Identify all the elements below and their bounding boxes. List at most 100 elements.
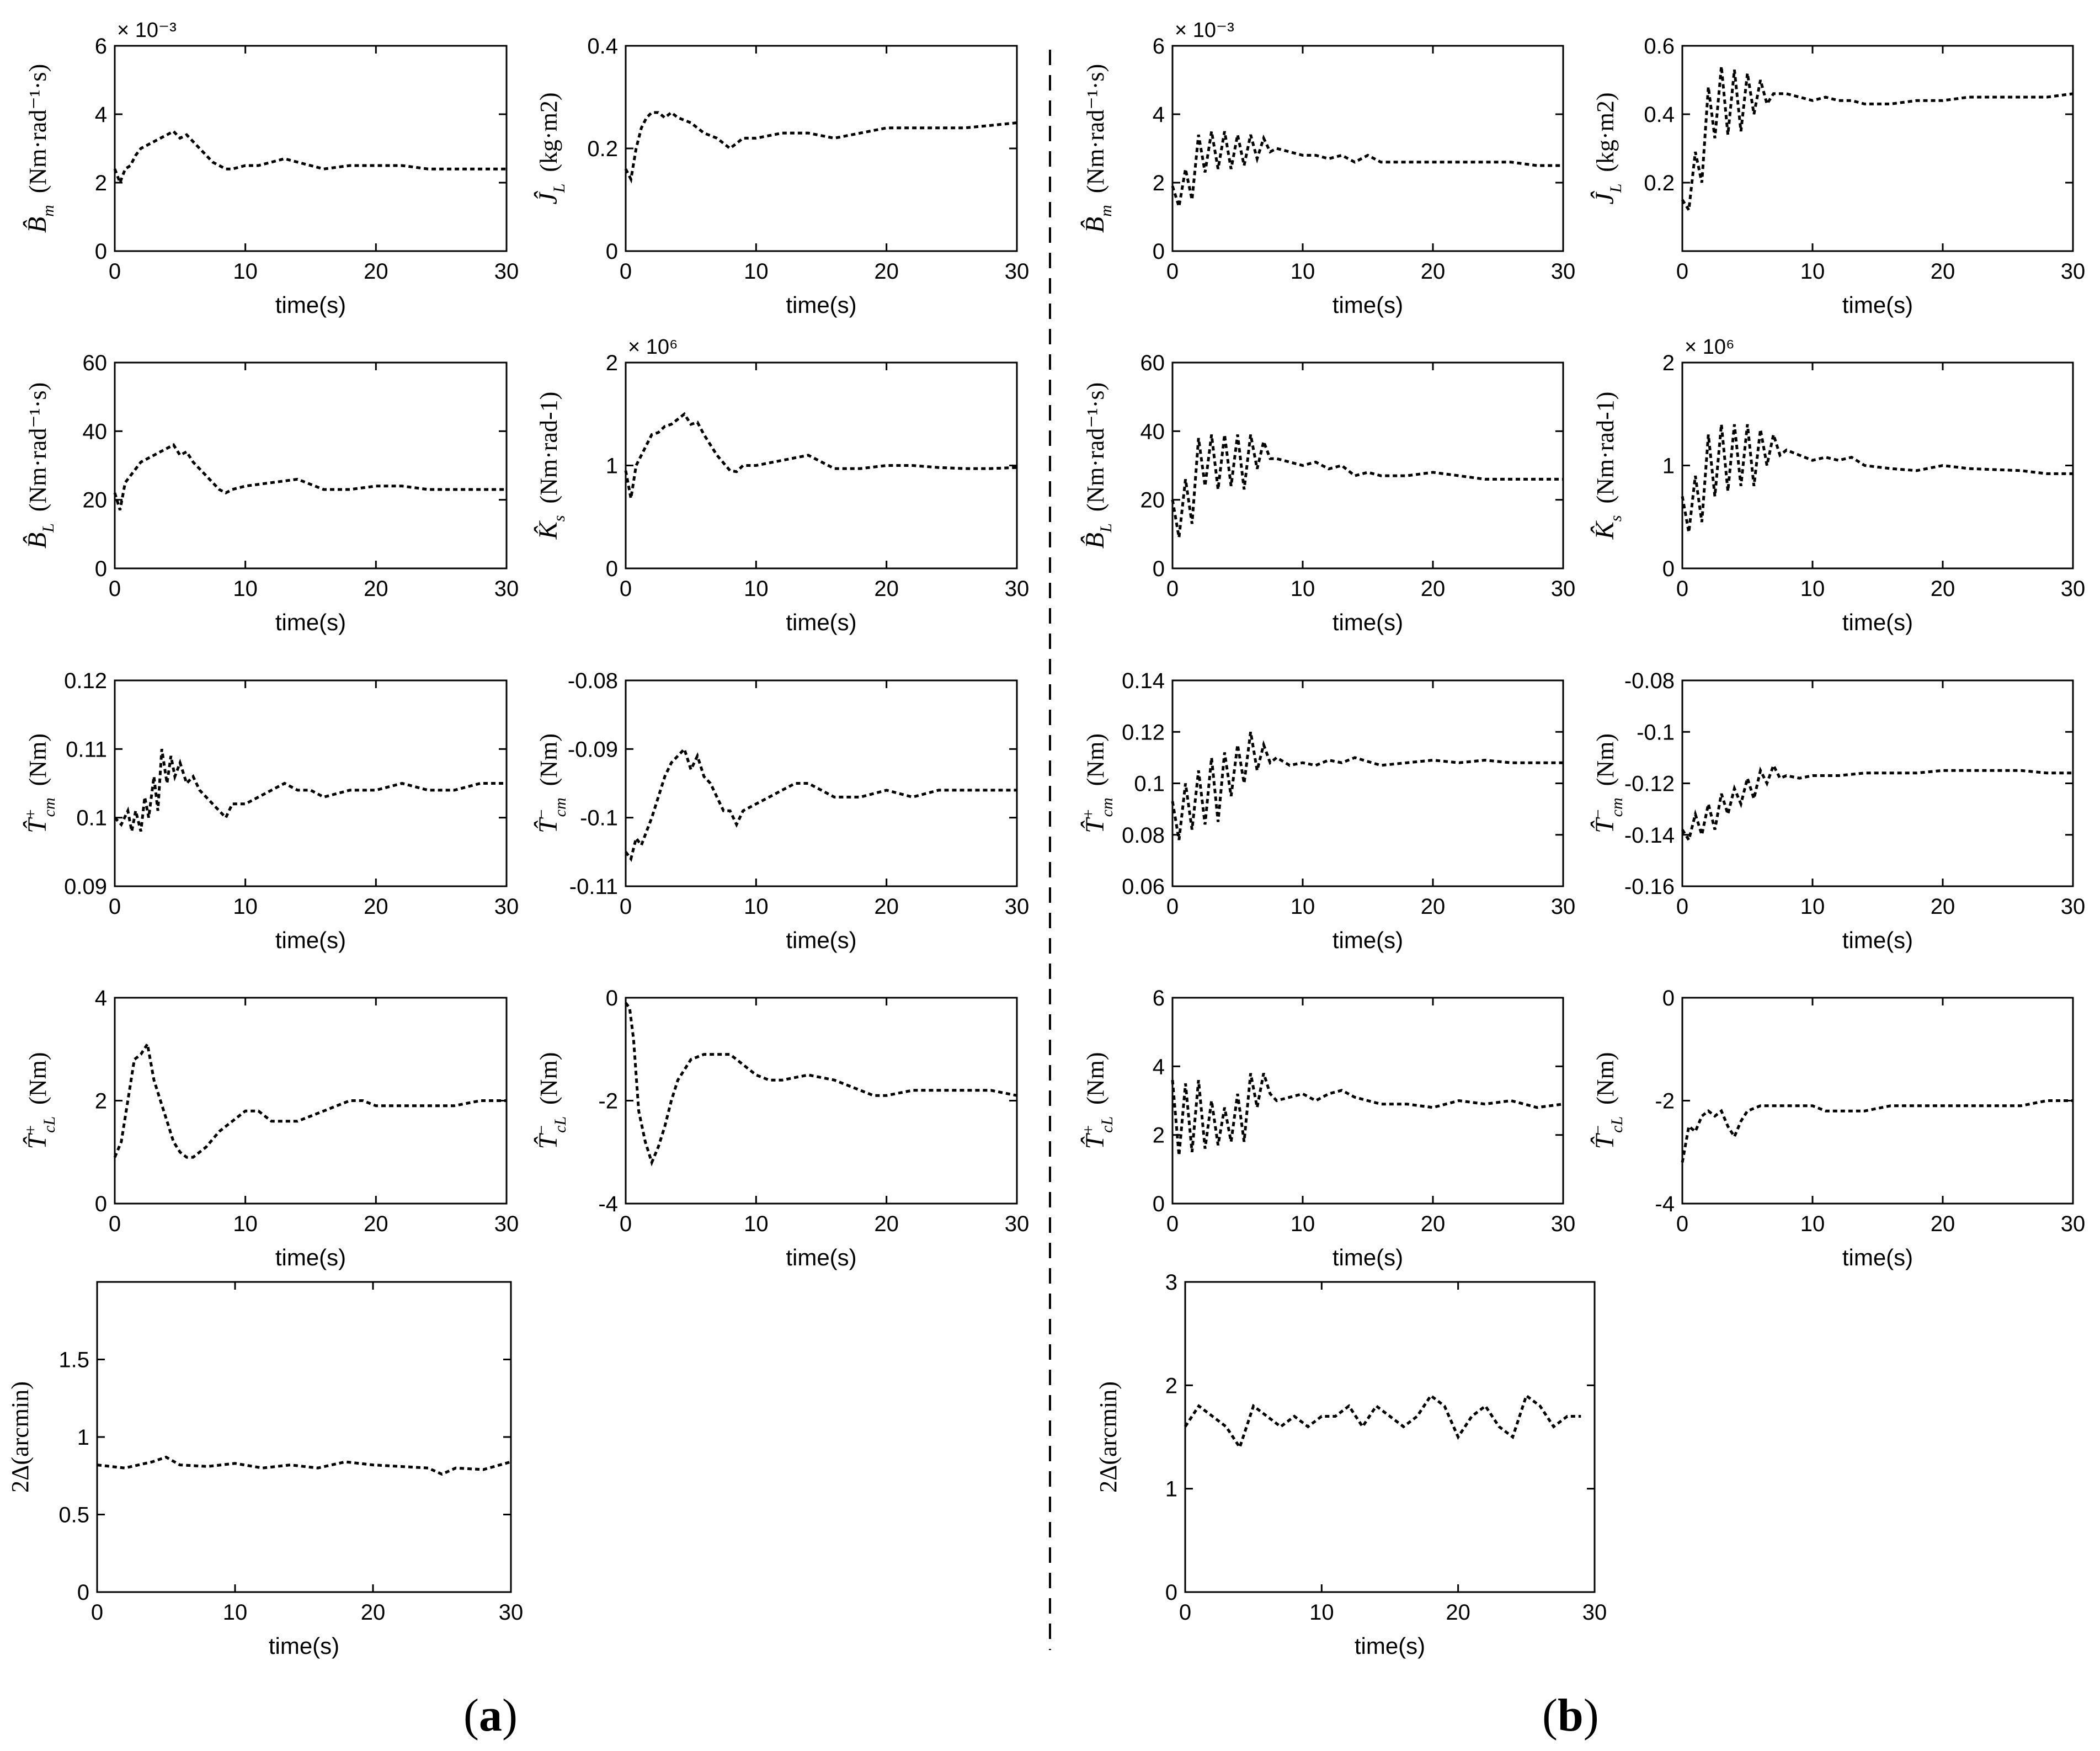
- y-tick-label: 1: [77, 1425, 89, 1450]
- y-label-superscript: +: [1079, 1125, 1097, 1135]
- y-label-unit: (Nm·rad⁻¹·s): [24, 64, 51, 199]
- x-tick-label: 0: [109, 895, 121, 919]
- y-axis-label: T̂+cm (Nm): [1079, 733, 1116, 833]
- x-tick-label: 20: [364, 577, 388, 601]
- y-axis-label: K̂s (Nm·rad-1): [1590, 392, 1625, 540]
- x-tick-label: 0: [109, 259, 121, 284]
- x-tick-label: 10: [744, 895, 769, 919]
- x-tick-label: 0: [1166, 895, 1179, 919]
- x-tick-label: 10: [233, 1212, 258, 1236]
- axes-box: [114, 997, 508, 1205]
- y-label-unit: (Nm·rad-1): [535, 392, 562, 510]
- x-tick-label: 10: [233, 895, 258, 919]
- y-label-unit: (Nm): [1082, 733, 1109, 792]
- x-axis-label: time(s): [786, 292, 856, 318]
- x-axis-label: time(s): [1333, 927, 1403, 953]
- y-tick-label: 6: [95, 34, 107, 58]
- y-label-subscript: cm: [1608, 797, 1626, 817]
- axes-box: [1184, 1281, 1596, 1593]
- x-tick-label: 30: [1005, 577, 1030, 601]
- y-axis-label: B̂m (Nm·rad⁻¹·s): [22, 64, 57, 233]
- x-axis-label: time(s): [1333, 609, 1403, 635]
- y-tick-label: 0: [606, 240, 618, 264]
- x-axis-label: time(s): [1842, 1244, 1913, 1270]
- y-tick-label: 20: [1140, 488, 1165, 513]
- subplot-a9: 0 10 20 30 0 0.5 1 1.5 time(s) 2Δ(arcmin): [7, 1281, 523, 1659]
- x-tick-label: 20: [364, 1212, 388, 1236]
- x-tick-label: 10: [744, 577, 769, 601]
- x-tick-label: 20: [1421, 259, 1446, 284]
- subplot-b3: 0 10 20 30 0 20 40 60 time(s) B̂L (Nm·rad⁻¹·s): [1080, 351, 1575, 635]
- y-label-unit: (kg·m2): [1592, 92, 1619, 178]
- y-tick-label: -2: [598, 1089, 618, 1114]
- axis-exponent: × 10⁻³: [117, 19, 177, 42]
- y-axis-label: B̂L (Nm·rad⁻¹·s): [22, 382, 57, 549]
- y-label-superscript: +: [22, 1125, 40, 1135]
- axes-box: [114, 679, 508, 887]
- series-line: [1171, 1073, 1564, 1156]
- x-tick-label: 30: [1551, 259, 1576, 284]
- y-axis-label: T̂+cL (Nm): [22, 1052, 58, 1149]
- y-tick-label: 0: [77, 1580, 89, 1605]
- y-tick-label: -0.08: [1624, 669, 1675, 693]
- y-label-symbol: T̂: [22, 1132, 52, 1149]
- x-tick-label: 30: [1551, 1212, 1576, 1236]
- axes-box: [1171, 679, 1564, 887]
- x-tick-label: 30: [494, 577, 519, 601]
- axes-box: [114, 45, 508, 252]
- y-tick-label: 2: [606, 351, 618, 375]
- y-tick-label: 60: [83, 351, 108, 375]
- subplot-a5: 0 10 20 30 0.09 0.1 0.11 0.12 time(s) T̂+cm (Nm): [22, 669, 519, 953]
- subplot-b5: 0 10 20 30 0.06 0.08 0.1 0.12 0.14 time(s) T̂+cm (…: [1079, 669, 1575, 953]
- x-tick-label: 30: [2061, 895, 2086, 919]
- y-label-subscript: cL: [40, 1116, 58, 1133]
- y-tick-label: 0: [1153, 240, 1165, 264]
- y-tick-label: 4: [1153, 103, 1165, 127]
- y-label-superscript: −: [532, 809, 551, 818]
- x-tick-label: 30: [1005, 895, 1030, 919]
- y-tick-label: 6: [1153, 986, 1165, 1010]
- axes-box: [1681, 679, 2074, 887]
- x-tick-label: 30: [2061, 1212, 2086, 1236]
- x-tick-label: 30: [1551, 577, 1576, 601]
- y-tick-label: 0.08: [1122, 823, 1165, 848]
- y-tick-label: 1: [606, 454, 618, 478]
- x-tick-label: 20: [1931, 1212, 1955, 1236]
- y-axis-label: 2Δ(arcmin): [7, 1381, 34, 1493]
- subplot-b8: 0 10 20 30 -4 -2 0 time(s) T̂−cL (Nm): [1589, 986, 2085, 1270]
- x-tick-label: 0: [1676, 577, 1688, 601]
- series-line: [1681, 66, 2074, 214]
- x-axis-label: time(s): [275, 927, 346, 953]
- y-label-symbol: Ĵ: [533, 191, 563, 205]
- y-label-unit: (Nm·rad⁻¹·s): [1082, 64, 1109, 199]
- x-tick-label: 20: [364, 259, 388, 284]
- y-label-symbol: T̂: [533, 817, 563, 833]
- y-tick-label: 0: [1153, 1192, 1165, 1216]
- y-tick-label: 2: [1165, 1374, 1177, 1398]
- x-tick-label: 0: [91, 1600, 103, 1625]
- y-tick-label: 0.4: [1644, 103, 1675, 127]
- axes-box: [625, 997, 1018, 1205]
- series-line: [1171, 131, 1563, 207]
- y-label-symbol: T̂: [1590, 817, 1619, 833]
- y-tick-label: -4: [1655, 1192, 1675, 1216]
- x-tick-label: 0: [1166, 1212, 1179, 1236]
- y-tick-label: 1.5: [58, 1348, 89, 1372]
- y-label-unit: (Nm): [535, 1052, 562, 1111]
- y-tick-label: 1: [1165, 1477, 1177, 1502]
- axes-box: [1681, 45, 2074, 252]
- axes-box: [625, 679, 1018, 887]
- x-tick-label: 20: [1931, 259, 1955, 284]
- x-axis-label: time(s): [1842, 609, 1913, 635]
- y-label-unit: (Nm): [1082, 1052, 1109, 1111]
- y-label-subscript: L: [39, 523, 57, 533]
- x-tick-label: 20: [874, 895, 899, 919]
- axes-box: [1171, 45, 1564, 252]
- subplot-b4: 0 10 20 30 0 1 2 time(s) × 10⁶ K̂s (Nm·rad-1): [1590, 336, 2085, 635]
- axes-box: [1681, 997, 2074, 1205]
- x-tick-label: 30: [2061, 577, 2086, 601]
- series-line: [113, 129, 507, 187]
- x-axis-label: time(s): [269, 1633, 339, 1659]
- x-tick-label: 0: [1676, 895, 1688, 919]
